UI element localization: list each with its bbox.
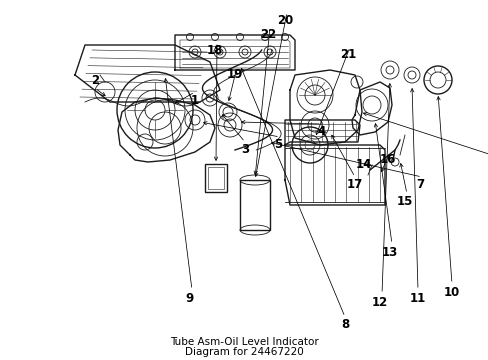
Bar [240, 180, 269, 230]
Text: 2: 2 [91, 73, 99, 86]
Text: Tube Asm-Oil Level Indicator: Tube Asm-Oil Level Indicator [169, 337, 318, 347]
Text: 12: 12 [371, 296, 387, 309]
Text: 3: 3 [241, 144, 248, 157]
Text: 10: 10 [443, 285, 459, 298]
Text: 1: 1 [190, 94, 199, 107]
Text: 15: 15 [396, 195, 412, 208]
Text: Diagram for 24467220: Diagram for 24467220 [184, 347, 303, 357]
Text: 5: 5 [273, 139, 282, 152]
Text: 4: 4 [317, 126, 325, 139]
Text: 17: 17 [346, 179, 363, 192]
Text: 8: 8 [340, 319, 348, 332]
Bar [207, 167, 224, 189]
Text: 7: 7 [415, 179, 423, 192]
Text: 11: 11 [409, 292, 425, 305]
Text: 14: 14 [355, 158, 371, 171]
Text: 18: 18 [206, 44, 223, 57]
Text: 22: 22 [259, 28, 276, 41]
Text: 13: 13 [381, 246, 397, 258]
Text: 20: 20 [276, 13, 292, 27]
Text: 19: 19 [226, 68, 243, 81]
Text: 9: 9 [185, 292, 194, 305]
Bar [204, 164, 226, 192]
Text: 16: 16 [379, 153, 395, 166]
Text: 21: 21 [339, 49, 355, 62]
